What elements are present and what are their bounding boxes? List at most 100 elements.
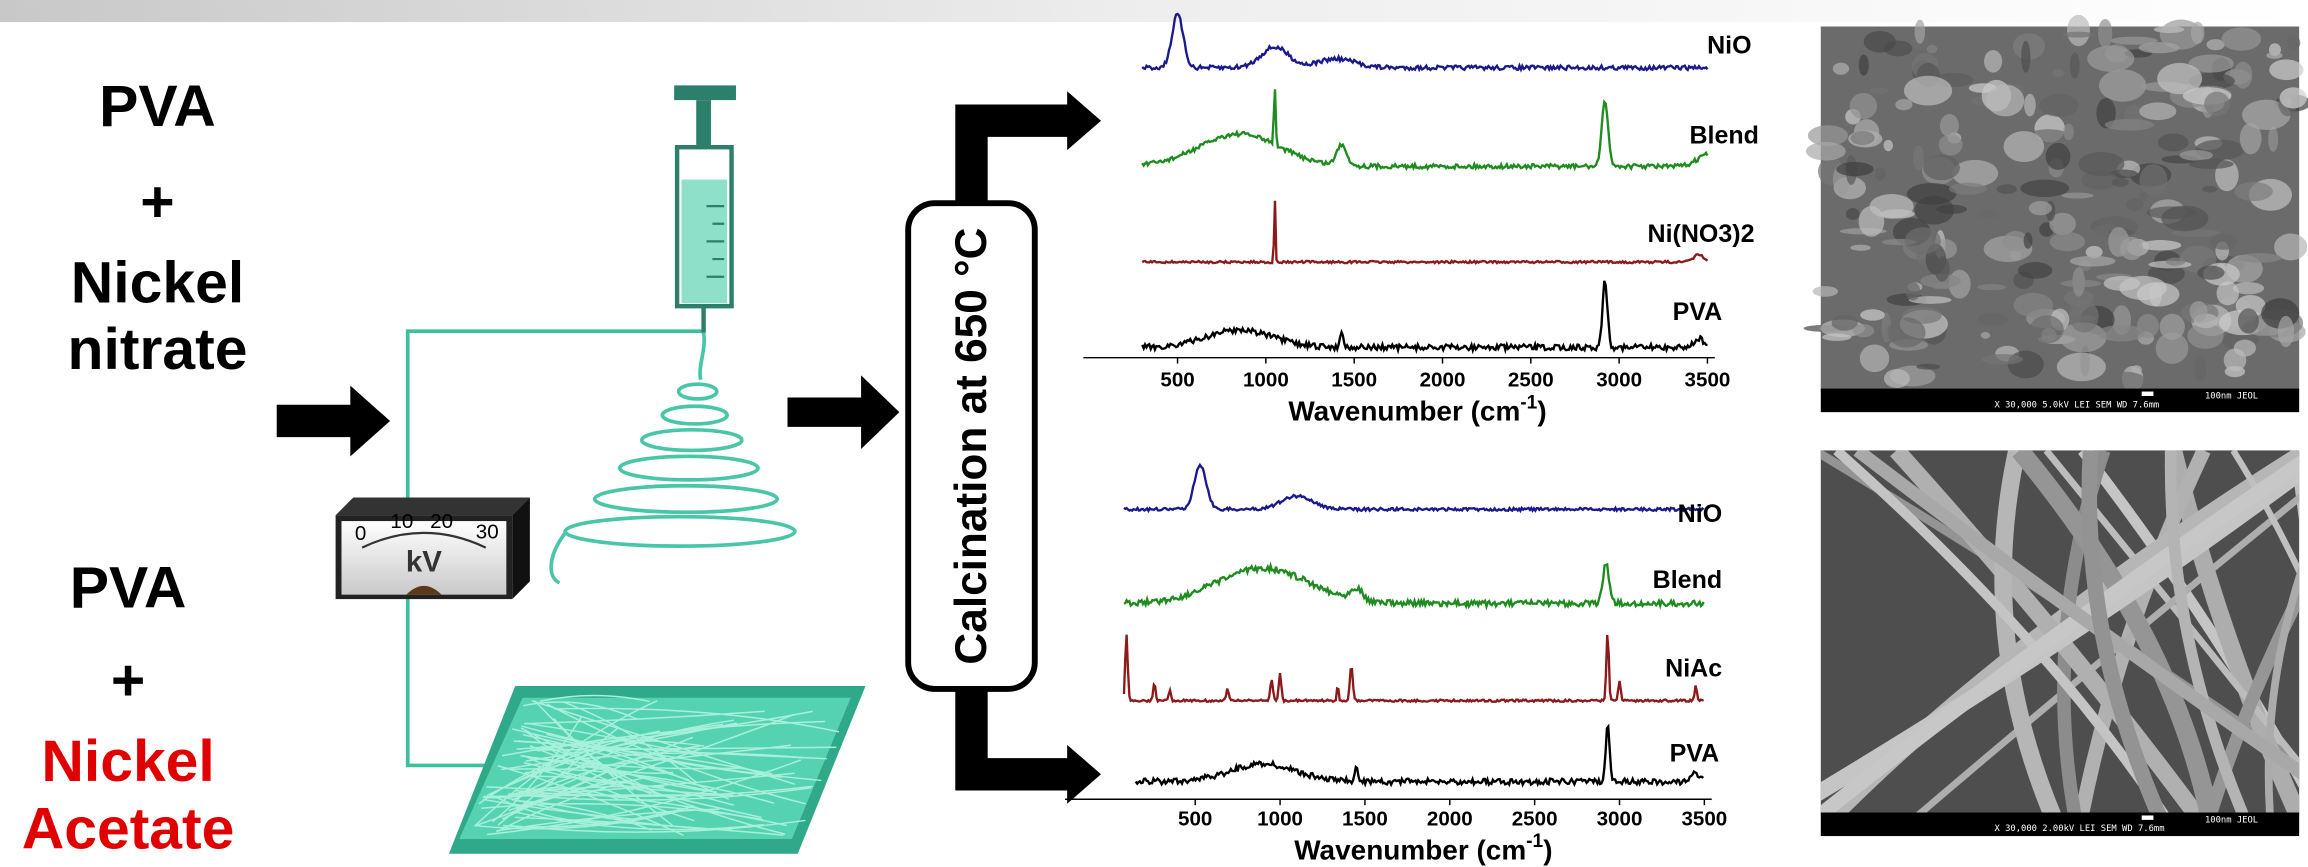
particle (2266, 52, 2282, 59)
meter-unit: kV (406, 546, 442, 579)
trace-label: Ni(NO3)2 (1648, 220, 1755, 248)
particle (1981, 332, 1990, 339)
particle (1883, 140, 1893, 151)
process-label: Calcination at 650 °C (947, 227, 996, 664)
particle (2179, 150, 2213, 161)
particle (1986, 85, 2024, 117)
meter-scale: 0 (355, 522, 366, 545)
particle (1981, 354, 2023, 365)
particle (2234, 182, 2273, 201)
spectrum-trace (1142, 201, 1707, 263)
particle (2078, 152, 2124, 176)
particle (2050, 232, 2085, 251)
particle (1850, 245, 1870, 251)
particle (1870, 87, 1889, 94)
trace-label: Blend (1653, 566, 1723, 594)
sem-caption: X 30,000 2.00kV LEI SEM WD 7.6mm (1994, 824, 2164, 834)
particle (2269, 59, 2303, 80)
particle (1927, 45, 1938, 53)
tick-label: 2000 (1427, 807, 1473, 830)
particle (2287, 36, 2300, 50)
particle (2024, 232, 2033, 248)
spectrum-trace (1142, 281, 1707, 350)
particle (2062, 32, 2094, 38)
particle (2126, 198, 2144, 211)
particle (1853, 324, 1874, 337)
particle (1950, 47, 1974, 64)
particle (2161, 206, 2208, 232)
particle (2018, 262, 2052, 279)
particle (2139, 42, 2180, 53)
sem-image (1780, 450, 2308, 836)
particle (2280, 87, 2307, 108)
tick-label: 500 (1160, 369, 1194, 392)
tick-label: 2500 (1512, 807, 1558, 830)
particle (2120, 237, 2143, 260)
particle (2112, 178, 2129, 187)
particle (2234, 62, 2253, 89)
arrow (277, 386, 390, 457)
particle (1984, 50, 2002, 73)
particle (1939, 134, 1963, 155)
jet-spiral (551, 333, 795, 583)
particle (2158, 133, 2189, 151)
trace-label: NiAc (1665, 654, 1722, 682)
sem-scale: 100nm JEOL (2205, 815, 2258, 825)
particle (2105, 119, 2154, 131)
particle (2160, 314, 2185, 340)
particle (2060, 280, 2101, 288)
particle (1931, 282, 1951, 289)
sem-scale: 100nm JEOL (2205, 391, 2258, 401)
input-label: nitrate (68, 317, 248, 382)
axis-title-sup: -1 (1520, 392, 1537, 413)
axis-title-text: Wavenumber (cm (1288, 396, 1520, 427)
particle (1887, 317, 1925, 347)
spectrum-trace (1124, 635, 1704, 702)
particle (1977, 211, 1998, 219)
particle (1923, 155, 1960, 180)
tick-label: 500 (1178, 807, 1212, 830)
particle (2104, 276, 2141, 291)
tick-label: 2500 (1508, 369, 1554, 392)
spectrum-trace (1142, 14, 1707, 70)
particle (2210, 233, 2237, 249)
particle (2039, 94, 2078, 117)
particle (2238, 308, 2259, 333)
particle (2097, 325, 2144, 342)
particle (2099, 69, 2146, 101)
input-label: PVA (70, 555, 187, 620)
branch-arrow (971, 686, 1074, 774)
trace-label: PVA (1670, 740, 1720, 768)
tick-label: 1000 (1257, 807, 1303, 830)
particle (2070, 315, 2097, 321)
particle (2154, 26, 2184, 33)
particle (2191, 22, 2205, 44)
particle (1860, 344, 1889, 372)
particle (1915, 20, 1926, 44)
particle (1833, 63, 1849, 75)
particle (1935, 256, 1950, 281)
input-label: Nickel (71, 251, 244, 316)
particle (2157, 63, 2202, 94)
particle (1836, 162, 1873, 176)
particle (2139, 164, 2167, 196)
particle (2224, 348, 2247, 371)
header-bar (0, 0, 2308, 22)
particle (2238, 253, 2282, 263)
axis-title: Wavenumber (cm-1) (1294, 831, 1552, 866)
trace-label: NiO (1707, 32, 1751, 60)
arrow-head (1067, 91, 1101, 150)
particle (2052, 69, 2064, 77)
axis-title-end: ) (1537, 396, 1546, 427)
particle (1977, 284, 2006, 290)
particle (2268, 126, 2278, 151)
particle (1978, 313, 2008, 326)
particle (1949, 183, 1987, 195)
spectrum-trace (1124, 465, 1704, 511)
particle (1906, 282, 1920, 301)
collector (449, 686, 866, 854)
particle (2013, 293, 2053, 317)
particle (1913, 145, 1924, 170)
particle (2202, 186, 2217, 193)
particle (1864, 31, 1896, 53)
